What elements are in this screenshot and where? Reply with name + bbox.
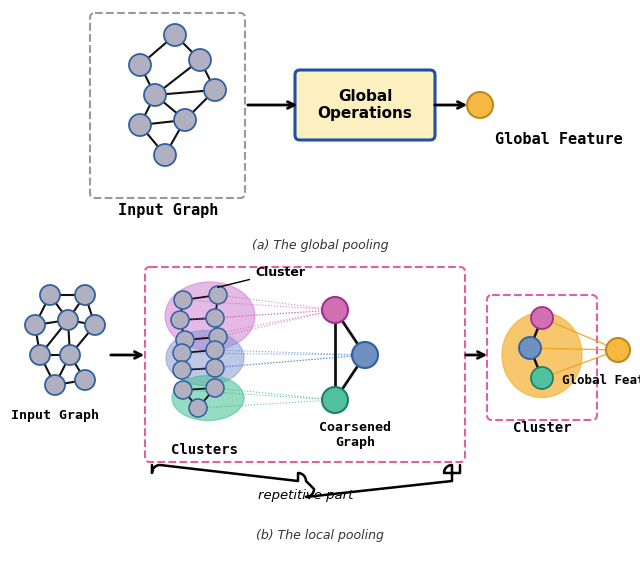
Text: Input Graph: Input Graph <box>118 203 218 217</box>
Circle shape <box>154 144 176 166</box>
Text: Cluster: Cluster <box>218 266 305 287</box>
Circle shape <box>174 381 192 399</box>
Text: Global
Operations: Global Operations <box>317 89 412 121</box>
FancyBboxPatch shape <box>145 267 465 462</box>
Circle shape <box>30 345 50 365</box>
Circle shape <box>606 338 630 362</box>
Circle shape <box>75 285 95 305</box>
Circle shape <box>25 315 45 335</box>
Circle shape <box>58 310 78 330</box>
Circle shape <box>189 399 207 417</box>
Circle shape <box>531 307 553 329</box>
Circle shape <box>206 379 224 397</box>
Circle shape <box>322 387 348 413</box>
Circle shape <box>75 370 95 390</box>
Circle shape <box>129 114 151 136</box>
Circle shape <box>467 92 493 118</box>
FancyBboxPatch shape <box>90 13 245 198</box>
Text: repetitive part: repetitive part <box>259 488 354 502</box>
Circle shape <box>209 328 227 346</box>
Text: Clusters: Clusters <box>172 443 239 457</box>
Circle shape <box>40 285 60 305</box>
Circle shape <box>176 331 194 349</box>
Circle shape <box>206 359 224 377</box>
Text: Global Feature: Global Feature <box>495 133 623 148</box>
Text: (b) The local pooling: (b) The local pooling <box>256 529 384 541</box>
Ellipse shape <box>172 376 244 420</box>
Circle shape <box>174 291 192 309</box>
Text: Coarsened
Graph: Coarsened Graph <box>319 421 391 449</box>
FancyBboxPatch shape <box>487 295 597 420</box>
FancyBboxPatch shape <box>295 70 435 140</box>
Text: Input Graph: Input Graph <box>11 408 99 422</box>
Circle shape <box>45 375 65 395</box>
Circle shape <box>171 311 189 329</box>
Circle shape <box>129 54 151 76</box>
Ellipse shape <box>166 331 244 385</box>
Circle shape <box>173 361 191 379</box>
Circle shape <box>209 286 227 304</box>
Text: Global Feature: Global Feature <box>561 374 640 387</box>
Circle shape <box>189 49 211 71</box>
Text: Cluster: Cluster <box>513 421 572 435</box>
Circle shape <box>144 84 166 106</box>
Circle shape <box>519 337 541 359</box>
Circle shape <box>174 109 196 131</box>
Circle shape <box>352 342 378 368</box>
Ellipse shape <box>502 312 582 398</box>
Ellipse shape <box>165 282 255 350</box>
Circle shape <box>204 79 226 101</box>
Circle shape <box>206 309 224 327</box>
Circle shape <box>531 367 553 389</box>
Circle shape <box>322 297 348 323</box>
Text: (a) The global pooling: (a) The global pooling <box>252 238 388 252</box>
Circle shape <box>173 344 191 362</box>
Circle shape <box>60 345 80 365</box>
Circle shape <box>85 315 105 335</box>
Circle shape <box>164 24 186 46</box>
Circle shape <box>206 341 224 359</box>
